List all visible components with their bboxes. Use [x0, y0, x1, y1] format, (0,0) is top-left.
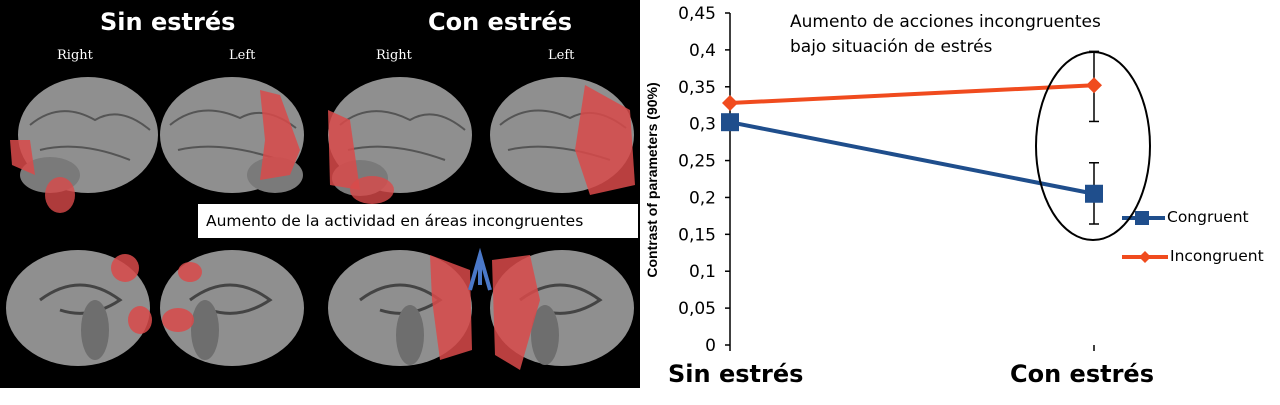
brain-lateral-left-2 — [490, 77, 635, 195]
brain-illustration — [6, 77, 635, 370]
legend-marker-incongruent — [1139, 251, 1151, 263]
y-tick-label: 0,4 — [689, 41, 716, 61]
data-point-incongruent — [1086, 77, 1102, 94]
x-category-label-con-estres: Con estrés — [1010, 360, 1154, 388]
brain-lateral-right-1 — [10, 77, 158, 213]
brain-medial-left-2 — [490, 250, 634, 370]
chart-series — [721, 50, 1168, 263]
brain-medial-right-1 — [6, 250, 152, 366]
legend-label-incongruent: Incongruent — [1170, 247, 1264, 265]
data-point-congruent — [1085, 184, 1103, 203]
brain-lateral-left-1 — [160, 77, 304, 193]
y-tick-label: 0,25 — [678, 152, 716, 172]
y-tick-label: 0,2 — [689, 188, 716, 208]
legend-label-congruent: Congruent — [1167, 208, 1249, 226]
legend-marker-congruent — [1135, 211, 1149, 225]
side-label-left-1: Left — [229, 48, 256, 63]
x-category-label-sin-estres: Sin estrés — [668, 360, 804, 388]
data-point-congruent — [721, 113, 739, 132]
brain-lateral-right-2 — [328, 77, 472, 204]
y-tick-label: 0,45 — [678, 4, 716, 24]
header-con-estres: Con estrés — [428, 8, 572, 36]
series-line-congruent — [729, 120, 1095, 196]
y-tick-label: 0 — [705, 336, 716, 356]
data-point-incongruent — [722, 95, 738, 112]
brain-image-panel: Sin estrés Con estrés Right Left Right L… — [0, 0, 640, 388]
y-tick-label: 0,15 — [678, 225, 716, 245]
series-line-incongruent — [729, 83, 1095, 106]
chart-axes: 0 0,05 0,1 0,15 0,2 0,25 0,3 0,35 0,4 0,45 — [678, 4, 1095, 356]
header-sin-estres: Sin estrés — [100, 8, 236, 36]
y-tick-label: 0,3 — [689, 115, 716, 135]
up-arrow-icon — [468, 247, 492, 291]
side-label-right-1: Right — [57, 48, 93, 63]
highlight-ellipse — [1035, 51, 1151, 241]
brain-medial-left-1 — [160, 250, 304, 366]
y-tick-label: 0,05 — [678, 299, 716, 319]
side-label-right-2: Right — [376, 48, 412, 63]
y-axis-label: Contrast of parameters (90%) — [644, 82, 660, 278]
brain-medial-right-2 — [328, 250, 472, 366]
y-tick-label: 0,35 — [678, 78, 716, 98]
activity-caption: Aumento de la actividad en áreas incongr… — [198, 204, 638, 238]
y-tick-label: 0,1 — [689, 262, 716, 282]
side-label-left-2: Left — [548, 48, 575, 63]
stress-annotation: Aumento de acciones incongruentes bajo s… — [790, 12, 1101, 57]
